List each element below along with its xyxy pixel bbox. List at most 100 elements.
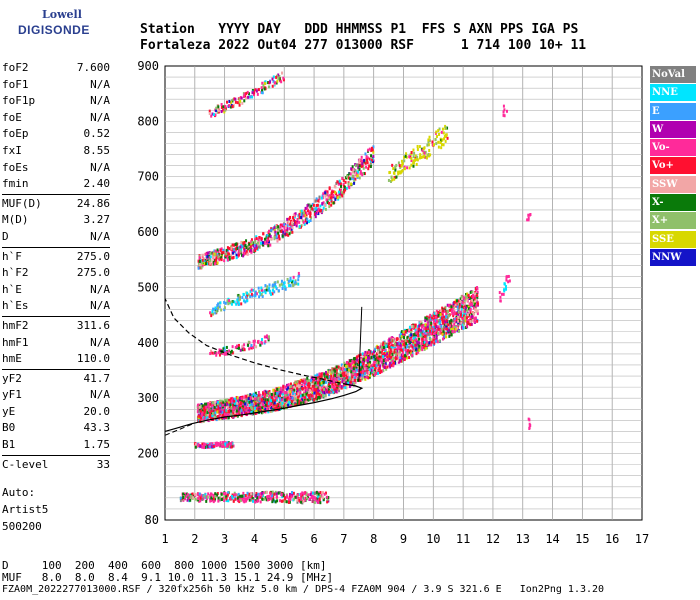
echo-point bbox=[287, 233, 290, 237]
echo-point bbox=[276, 495, 279, 499]
y-tick-label: 500 bbox=[137, 280, 159, 294]
echo-point bbox=[235, 253, 238, 257]
echo-point bbox=[321, 496, 324, 500]
echo-point bbox=[452, 308, 455, 312]
echo-point bbox=[328, 196, 331, 200]
echo-point bbox=[300, 215, 303, 219]
echo-point bbox=[422, 343, 425, 347]
echo-point bbox=[359, 170, 362, 174]
echo-point bbox=[338, 386, 341, 390]
echo-point bbox=[322, 497, 325, 501]
echo-point bbox=[441, 332, 444, 336]
echo-point bbox=[365, 366, 368, 370]
auto-code: 500200 bbox=[2, 520, 42, 533]
echo-point bbox=[360, 374, 363, 378]
echo-point bbox=[248, 498, 251, 502]
echo-point bbox=[238, 297, 241, 301]
echo-point bbox=[211, 255, 214, 259]
echo-point bbox=[371, 366, 374, 370]
echo-point bbox=[353, 179, 356, 183]
echo-point bbox=[212, 494, 215, 498]
echo-point bbox=[260, 286, 263, 290]
param-row: h`Es N/A bbox=[2, 298, 110, 315]
echo-point bbox=[361, 160, 364, 164]
echo-point bbox=[444, 126, 447, 130]
echo-point bbox=[349, 177, 352, 181]
echo-point bbox=[278, 397, 281, 401]
echo-point bbox=[358, 160, 361, 164]
echo-point bbox=[370, 368, 373, 372]
echo-point bbox=[448, 327, 451, 331]
echo-point bbox=[227, 499, 230, 503]
echo-point bbox=[413, 323, 416, 327]
echo-point bbox=[241, 101, 244, 105]
echo-point bbox=[354, 362, 357, 366]
echo-point bbox=[343, 363, 346, 367]
echo-point bbox=[217, 302, 220, 306]
echo-point bbox=[459, 297, 462, 301]
echo-point bbox=[371, 158, 374, 162]
echo-point bbox=[319, 494, 322, 498]
echo-point bbox=[227, 491, 230, 495]
echo-point bbox=[214, 306, 217, 310]
echo-point bbox=[425, 333, 428, 337]
echo-point bbox=[404, 354, 407, 358]
echo-point bbox=[331, 385, 334, 389]
echo-point bbox=[404, 154, 407, 158]
echo-point bbox=[440, 143, 443, 147]
echo-point bbox=[302, 389, 305, 393]
echo-point bbox=[435, 334, 438, 338]
echo-point bbox=[404, 339, 407, 343]
echo-point bbox=[474, 292, 477, 296]
echo-point bbox=[256, 241, 259, 245]
echo-point bbox=[409, 153, 412, 157]
echo-point bbox=[360, 171, 363, 175]
echo-point bbox=[330, 203, 333, 207]
echo-point bbox=[267, 410, 270, 414]
echo-point bbox=[341, 385, 344, 389]
echo-point bbox=[244, 94, 247, 98]
echo-point bbox=[323, 389, 326, 393]
param-row: foEs N/A bbox=[2, 160, 110, 177]
echo-point bbox=[200, 403, 203, 407]
echo-point bbox=[239, 494, 242, 498]
echo-point bbox=[394, 356, 397, 360]
echo-point bbox=[233, 397, 236, 401]
echo-point bbox=[453, 325, 456, 329]
echo-point bbox=[259, 495, 262, 499]
echo-point bbox=[283, 390, 286, 394]
echo-point bbox=[230, 300, 233, 304]
echo-point bbox=[249, 289, 252, 293]
echo-point bbox=[282, 78, 285, 82]
echo-point bbox=[247, 247, 250, 251]
echo-point bbox=[429, 338, 432, 342]
echo-point bbox=[241, 496, 244, 500]
echo-point bbox=[283, 499, 286, 503]
echo-point bbox=[393, 342, 396, 346]
echo-point bbox=[235, 244, 238, 248]
echo-point bbox=[361, 377, 364, 381]
echo-point bbox=[426, 316, 429, 320]
echo-point bbox=[346, 360, 349, 364]
echo-point bbox=[359, 370, 362, 374]
param-row: C-level 33 bbox=[2, 457, 110, 474]
echo-point bbox=[271, 396, 274, 400]
echo-point bbox=[251, 95, 254, 99]
echo-point bbox=[256, 92, 259, 96]
echo-point bbox=[204, 443, 207, 447]
echo-point bbox=[361, 164, 364, 168]
echo-point bbox=[339, 368, 342, 372]
echo-point bbox=[311, 494, 314, 498]
echo-point bbox=[275, 287, 278, 291]
echo-point bbox=[398, 359, 401, 363]
echo-point bbox=[355, 374, 358, 378]
echo-point bbox=[217, 496, 220, 500]
echo-point bbox=[366, 161, 369, 165]
echo-point bbox=[266, 242, 269, 246]
echo-point bbox=[375, 369, 378, 373]
echo-point bbox=[318, 383, 321, 387]
echo-point bbox=[430, 317, 433, 321]
echo-point bbox=[298, 498, 301, 502]
echo-point bbox=[315, 490, 318, 494]
echo-point bbox=[378, 357, 381, 361]
